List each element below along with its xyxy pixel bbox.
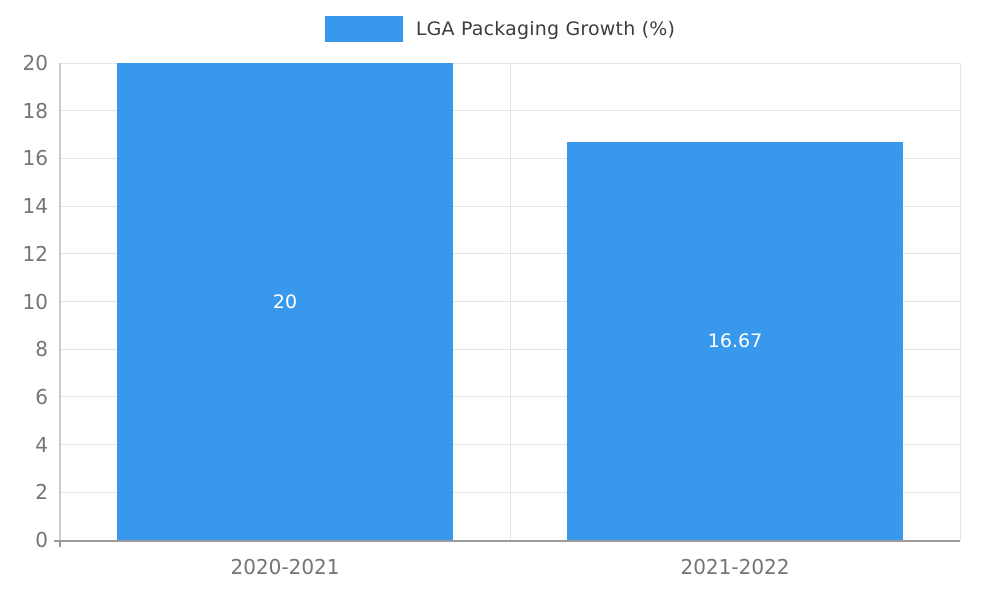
- y-tick-label: 20: [22, 51, 48, 75]
- legend-swatch: [324, 16, 403, 42]
- x-category-label: 2020-2021: [230, 555, 340, 579]
- y-tick-label: 12: [22, 241, 48, 266]
- bar: [117, 63, 453, 540]
- x-gridline: [959, 63, 961, 540]
- y-tick-label: 4: [35, 432, 48, 457]
- y-tick-label: 14: [22, 194, 48, 219]
- y-tick-label: 16: [22, 146, 48, 171]
- y-axis-line: [59, 63, 61, 540]
- chart-legend: LGA Packaging Growth (%): [0, 16, 1000, 42]
- y-tick-label: 10: [22, 289, 48, 314]
- bar-value-label: 20: [272, 290, 298, 313]
- y-tick-label: 18: [22, 98, 48, 123]
- y-tick-label: 0: [35, 528, 48, 552]
- x-axis-tick: [59, 540, 61, 547]
- legend-label: LGA Packaging Growth (%): [415, 18, 676, 40]
- bar: [567, 142, 903, 540]
- x-axis-line: [54, 540, 960, 542]
- x-gridline: [509, 63, 511, 540]
- bar-value-label: 16.67: [707, 330, 763, 353]
- y-tick-label: 2: [35, 480, 48, 505]
- y-tick-label: 6: [35, 384, 48, 409]
- x-category-label: 2021-2022: [680, 555, 790, 579]
- y-tick-label: 8: [35, 337, 48, 362]
